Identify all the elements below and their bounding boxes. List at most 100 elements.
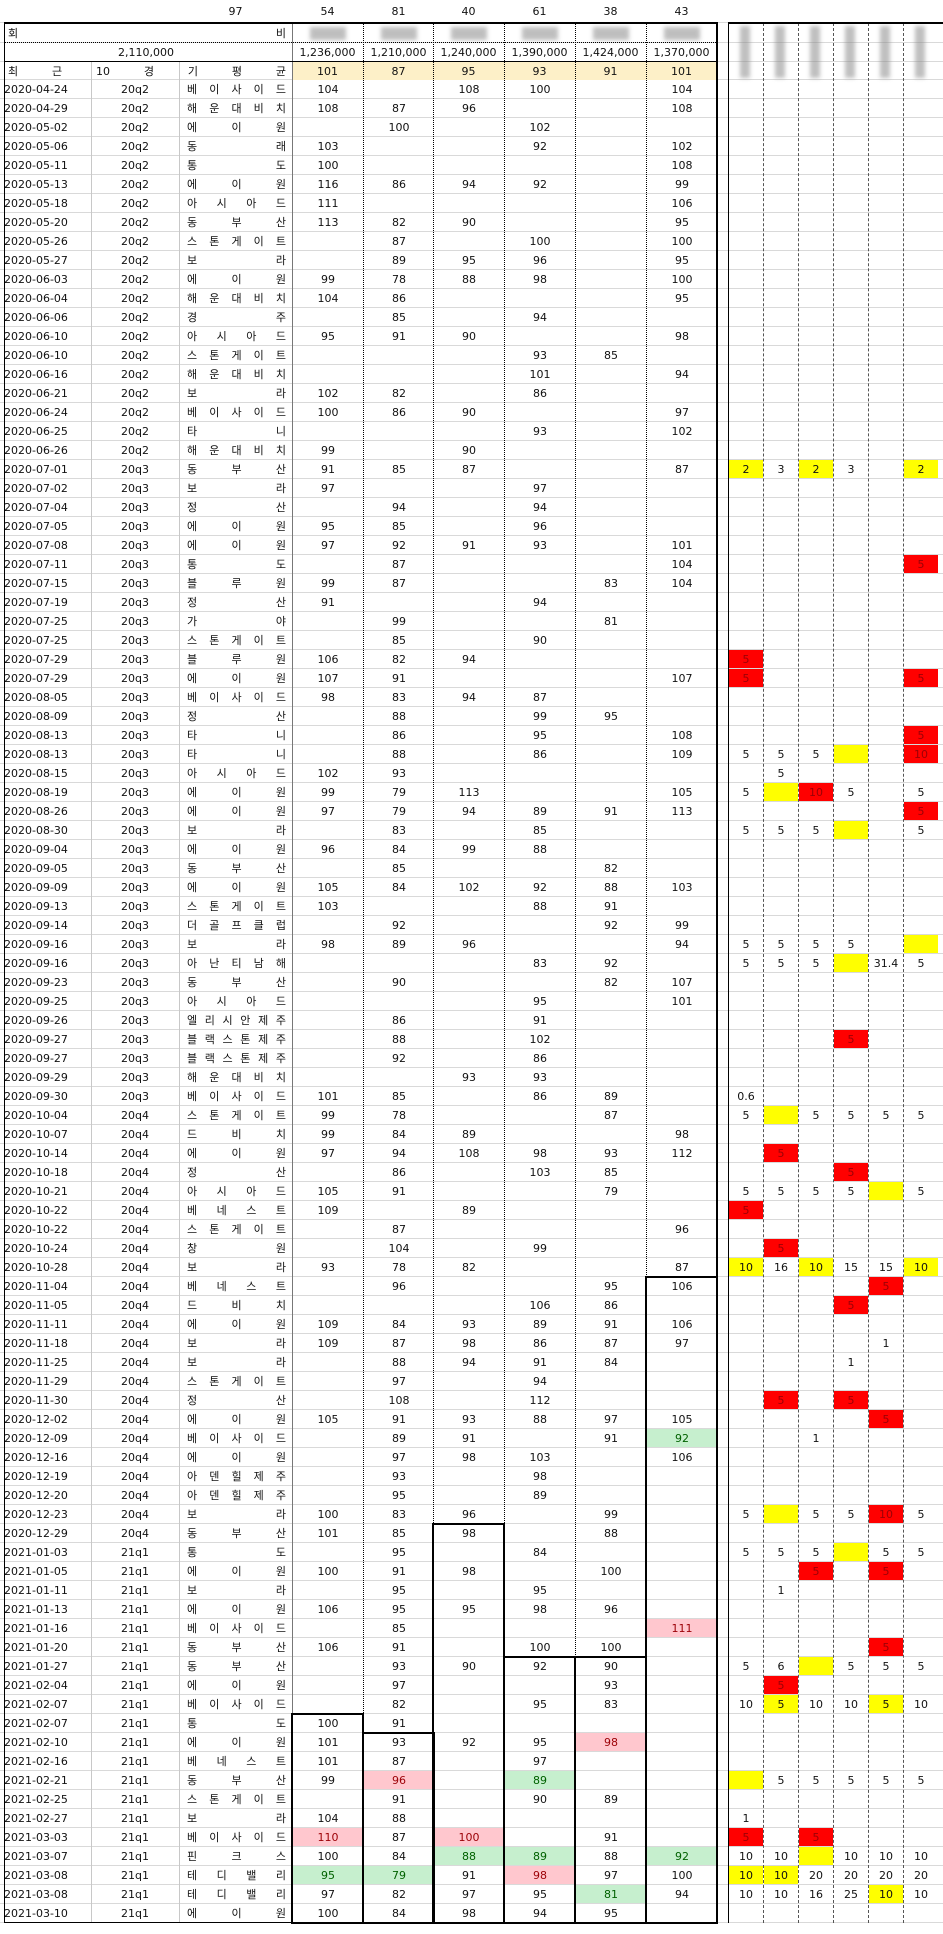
score-cell[interactable]: [293, 1011, 363, 1029]
date-cell[interactable]: 2020-09-29: [4, 1070, 68, 1084]
score-cell[interactable]: [647, 612, 717, 630]
score-cell[interactable]: [434, 1087, 504, 1105]
side-cell[interactable]: [799, 1410, 833, 1428]
side-cell[interactable]: [904, 1581, 938, 1599]
score-cell[interactable]: 100: [388, 120, 410, 134]
score-cell[interactable]: [434, 1676, 504, 1694]
side-cell[interactable]: 20: [879, 1868, 893, 1882]
quarter-cell[interactable]: 20q2: [121, 405, 149, 419]
score-cell[interactable]: 102: [529, 1032, 551, 1046]
score-cell[interactable]: [576, 479, 646, 497]
score-cell[interactable]: 106: [317, 652, 339, 666]
side-cell[interactable]: [764, 1030, 798, 1048]
score-cell[interactable]: 95: [533, 728, 547, 742]
score-cell[interactable]: [293, 1296, 363, 1314]
quarter-cell[interactable]: 21q1: [121, 1602, 149, 1616]
side-cell[interactable]: 5: [764, 1695, 798, 1713]
score-cell[interactable]: 89: [533, 1317, 547, 1331]
date-cell[interactable]: 2020-05-18: [4, 196, 68, 210]
score-cell[interactable]: 102: [317, 766, 339, 780]
side-cell[interactable]: 5: [777, 956, 785, 970]
side-cell[interactable]: 5: [812, 1108, 820, 1122]
score-cell[interactable]: [434, 897, 504, 915]
side-cell[interactable]: [869, 1239, 903, 1257]
quarter-cell[interactable]: 20q3: [121, 956, 149, 970]
score-cell[interactable]: [576, 821, 646, 839]
score-cell[interactable]: 82: [392, 1887, 406, 1901]
score-cell[interactable]: [505, 194, 575, 212]
side-cell[interactable]: [869, 1391, 903, 1409]
date-cell[interactable]: 2020-06-21: [4, 386, 68, 400]
score-cell[interactable]: 93: [462, 1317, 476, 1331]
score-cell[interactable]: 98: [533, 272, 547, 286]
score-cell[interactable]: 83: [533, 956, 547, 970]
side-cell[interactable]: 5: [742, 1184, 750, 1198]
score-cell[interactable]: [434, 308, 504, 326]
side-cell[interactable]: 1: [882, 1336, 890, 1350]
score-cell[interactable]: 97: [321, 481, 335, 495]
score-cell[interactable]: 83: [392, 823, 406, 837]
score-cell[interactable]: [293, 1068, 363, 1086]
score-cell[interactable]: [364, 441, 434, 459]
score-cell[interactable]: 100: [317, 1564, 339, 1578]
side-cell[interactable]: [764, 802, 798, 820]
quarter-cell[interactable]: 20q2: [121, 424, 149, 438]
score-cell[interactable]: [576, 1752, 646, 1770]
score-cell[interactable]: 99: [321, 443, 335, 457]
score-cell[interactable]: 93: [533, 424, 547, 438]
date-cell[interactable]: 2020-09-27: [4, 1051, 68, 1065]
side-cell[interactable]: 10: [739, 1887, 753, 1901]
side-cell[interactable]: [799, 1030, 833, 1048]
score-cell[interactable]: 95: [293, 1866, 363, 1884]
quarter-cell[interactable]: 21q1: [121, 1849, 149, 1863]
side-cell[interactable]: [869, 745, 903, 763]
score-cell[interactable]: 88: [604, 1849, 618, 1863]
quarter-cell[interactable]: 21q1: [121, 1811, 149, 1825]
score-cell[interactable]: [293, 1277, 363, 1295]
date-cell[interactable]: 2020-09-25: [4, 994, 68, 1008]
score-cell[interactable]: [505, 1201, 575, 1219]
score-cell[interactable]: 100: [317, 405, 339, 419]
score-cell[interactable]: [293, 1486, 363, 1504]
date-cell[interactable]: 2020-10-04: [4, 1108, 68, 1122]
score-cell[interactable]: 85: [392, 1621, 406, 1635]
side-cell[interactable]: 5: [882, 1773, 890, 1787]
score-cell[interactable]: 111: [317, 196, 339, 210]
date-cell[interactable]: 2020-06-03: [4, 272, 68, 286]
score-cell[interactable]: [505, 1828, 575, 1846]
side-cell[interactable]: [834, 821, 868, 839]
score-cell[interactable]: 106: [671, 1317, 693, 1331]
quarter-cell[interactable]: 20q4: [121, 1298, 149, 1312]
side-cell[interactable]: 10: [729, 1258, 763, 1276]
score-cell[interactable]: 90: [462, 443, 476, 457]
side-cell[interactable]: [869, 460, 903, 478]
score-cell[interactable]: 100: [529, 234, 551, 248]
quarter-cell[interactable]: 20q4: [121, 1184, 149, 1198]
quarter-cell[interactable]: 20q2: [121, 120, 149, 134]
score-cell[interactable]: 95: [604, 1906, 618, 1920]
date-cell[interactable]: 2020-07-29: [4, 652, 68, 666]
score-cell[interactable]: [293, 1676, 363, 1694]
score-cell[interactable]: 89: [533, 804, 547, 818]
date-cell[interactable]: 2021-01-11: [4, 1583, 68, 1597]
score-cell[interactable]: 89: [462, 1127, 476, 1141]
score-cell[interactable]: 90: [533, 1792, 547, 1806]
side-cell[interactable]: [834, 1828, 868, 1846]
side-cell[interactable]: [834, 1201, 868, 1219]
date-cell[interactable]: 2020-09-09: [4, 880, 68, 894]
score-cell[interactable]: 84: [392, 1127, 406, 1141]
quarter-cell[interactable]: 20q2: [121, 158, 149, 172]
score-cell[interactable]: 93: [392, 766, 406, 780]
score-cell[interactable]: [505, 1524, 575, 1542]
score-cell[interactable]: [293, 916, 363, 934]
score-cell[interactable]: [434, 1391, 504, 1409]
